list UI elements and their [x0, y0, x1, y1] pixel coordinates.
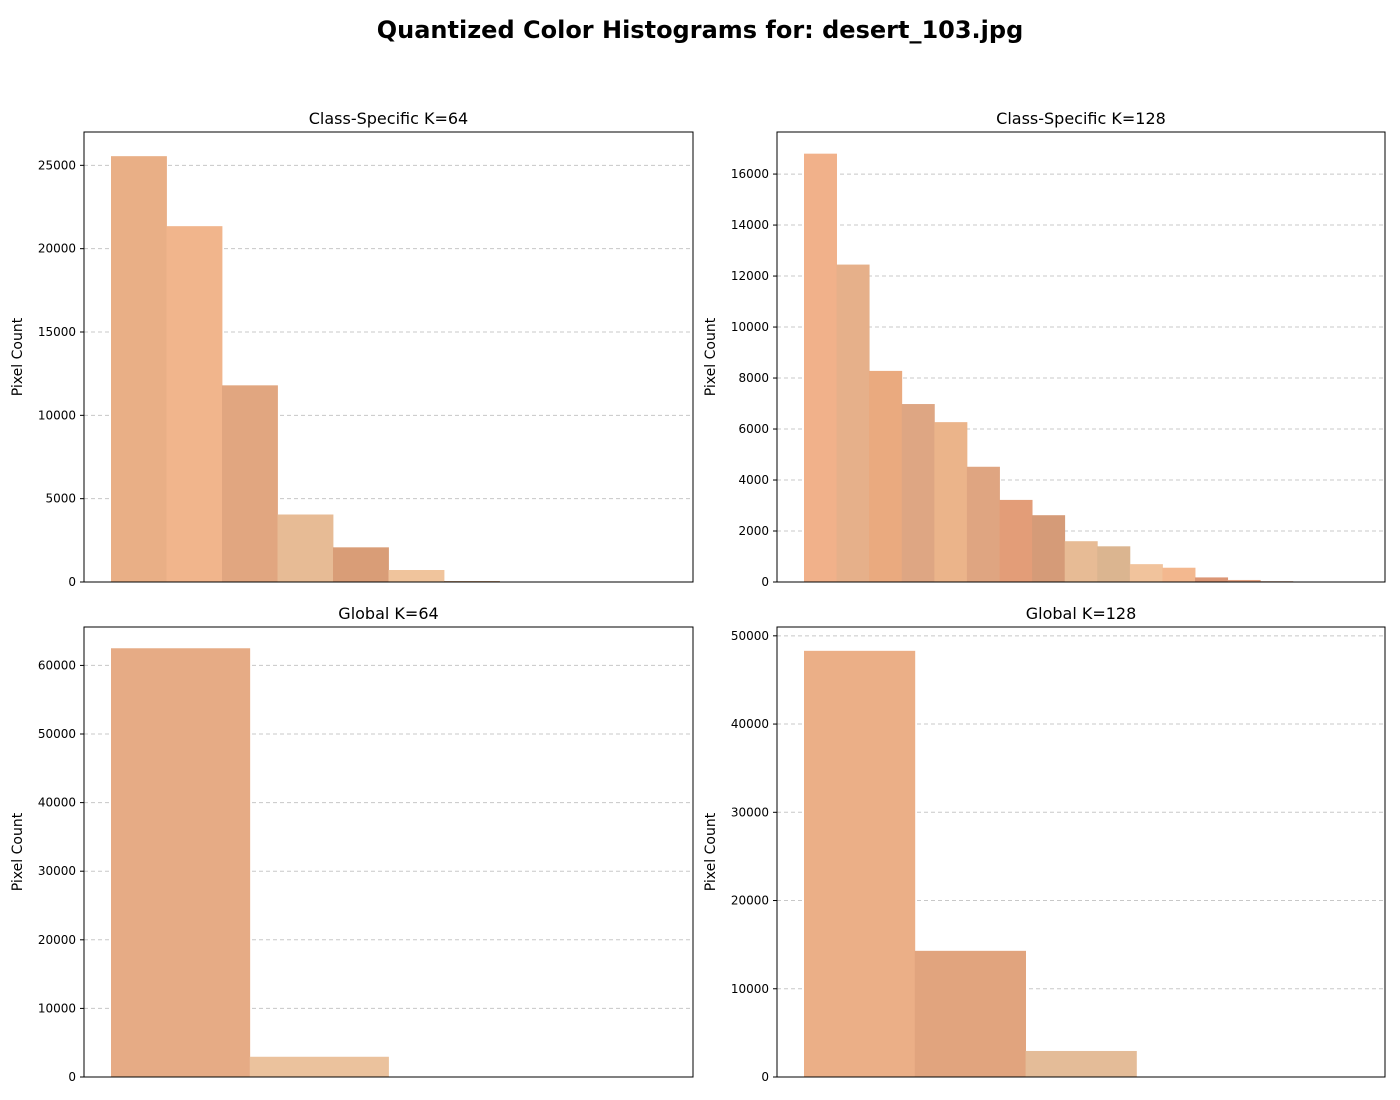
y-axis-label: Pixel Count — [10, 317, 26, 396]
histogram-bar — [914, 950, 1026, 1077]
y-tick-label: 50000 — [38, 727, 76, 741]
y-axis-label: Pixel Count — [703, 812, 719, 891]
histogram-bar — [1162, 567, 1196, 582]
y-tick-label: 10000 — [731, 320, 769, 334]
y-axis-label: Pixel Count — [10, 812, 26, 891]
y-tick-label: 40000 — [731, 717, 769, 731]
histogram-bar — [999, 499, 1033, 582]
histogram-bar — [1195, 577, 1229, 582]
panel-class-specific-k64: 0 5000 10000 15000 20000 25000 Class-Specific … — [10, 109, 694, 589]
y-axis-label: Pixel Count — [703, 317, 719, 396]
plot-frame — [776, 626, 1386, 1078]
panel-global-k128: 0 10000 20000 30000 40000 50000 Global K=128 Pi… — [703, 604, 1386, 1084]
histogram-bar — [222, 385, 278, 582]
y-tick-label: 60000 — [38, 658, 76, 672]
y-tick-label: 20000 — [38, 242, 76, 256]
y-tick-label: 10000 — [38, 408, 76, 422]
y-tick-label: 0 — [68, 575, 76, 589]
plot-frame — [83, 626, 694, 1078]
histogram-bar — [277, 514, 334, 582]
panel-global-k64: 0 10000 20000 30000 40000 50000 60000 Global K=… — [10, 604, 694, 1084]
plot-frame — [776, 131, 1386, 583]
panel-class-specific-k128: 0 2000 4000 6000 8000 10000 12000 14000 16000 Cla… — [703, 109, 1386, 589]
y-tick-label: 2000 — [738, 524, 769, 538]
y-tick-label: 0 — [761, 1070, 769, 1084]
figure-title: Quantized Color Histograms for: desert_1… — [376, 16, 1024, 44]
panel-title: Class-Specific K=64 — [309, 109, 468, 128]
y-tick-label: 30000 — [731, 805, 769, 819]
histogram-bar — [249, 1056, 389, 1077]
y-tick-label: 20000 — [731, 894, 769, 908]
y-tick-label: 8000 — [738, 371, 769, 385]
histogram-bar — [966, 466, 1000, 582]
y-tick-label: 10000 — [38, 1001, 76, 1015]
histogram-bar — [1064, 541, 1098, 582]
histogram-bar — [1097, 546, 1131, 582]
y-tick-label: 50000 — [731, 629, 769, 643]
y-tick-label: 16000 — [731, 167, 769, 181]
y-tick-label: 6000 — [738, 422, 769, 436]
y-tick-label: 15000 — [38, 325, 76, 339]
histogram-bar — [934, 422, 968, 582]
histogram-bar — [1227, 579, 1261, 582]
histogram-bar — [111, 648, 251, 1077]
histogram-bar — [388, 570, 445, 582]
y-tick-label: 4000 — [738, 473, 769, 487]
histogram-bar — [1129, 564, 1163, 582]
panel-title: Class-Specific K=128 — [996, 109, 1166, 128]
histogram-bar — [804, 153, 837, 582]
plot-frame — [83, 131, 694, 583]
y-tick-label: 40000 — [38, 796, 76, 810]
y-tick-label: 30000 — [38, 864, 76, 878]
y-tick-label: 10000 — [731, 982, 769, 996]
histogram-bar — [836, 264, 870, 582]
histogram-bar — [111, 156, 167, 582]
y-tick-label: 25000 — [38, 158, 76, 172]
histogram-bar — [1032, 515, 1066, 582]
panel-title: Global K=64 — [338, 604, 438, 623]
y-tick-label: 0 — [761, 575, 769, 589]
y-tick-label: 5000 — [45, 492, 76, 506]
y-tick-label: 20000 — [38, 933, 76, 947]
histogram-bar — [333, 547, 389, 582]
panel-title: Global K=128 — [1026, 604, 1137, 623]
y-tick-label: 14000 — [731, 218, 769, 232]
y-tick-label: 0 — [68, 1070, 76, 1084]
histogram-bar — [869, 370, 903, 582]
histogram-bar — [804, 650, 916, 1077]
histogram-bar — [1025, 1050, 1137, 1077]
histogram-bar — [901, 404, 935, 582]
histogram-bar — [166, 226, 223, 582]
y-tick-label: 12000 — [731, 269, 769, 283]
